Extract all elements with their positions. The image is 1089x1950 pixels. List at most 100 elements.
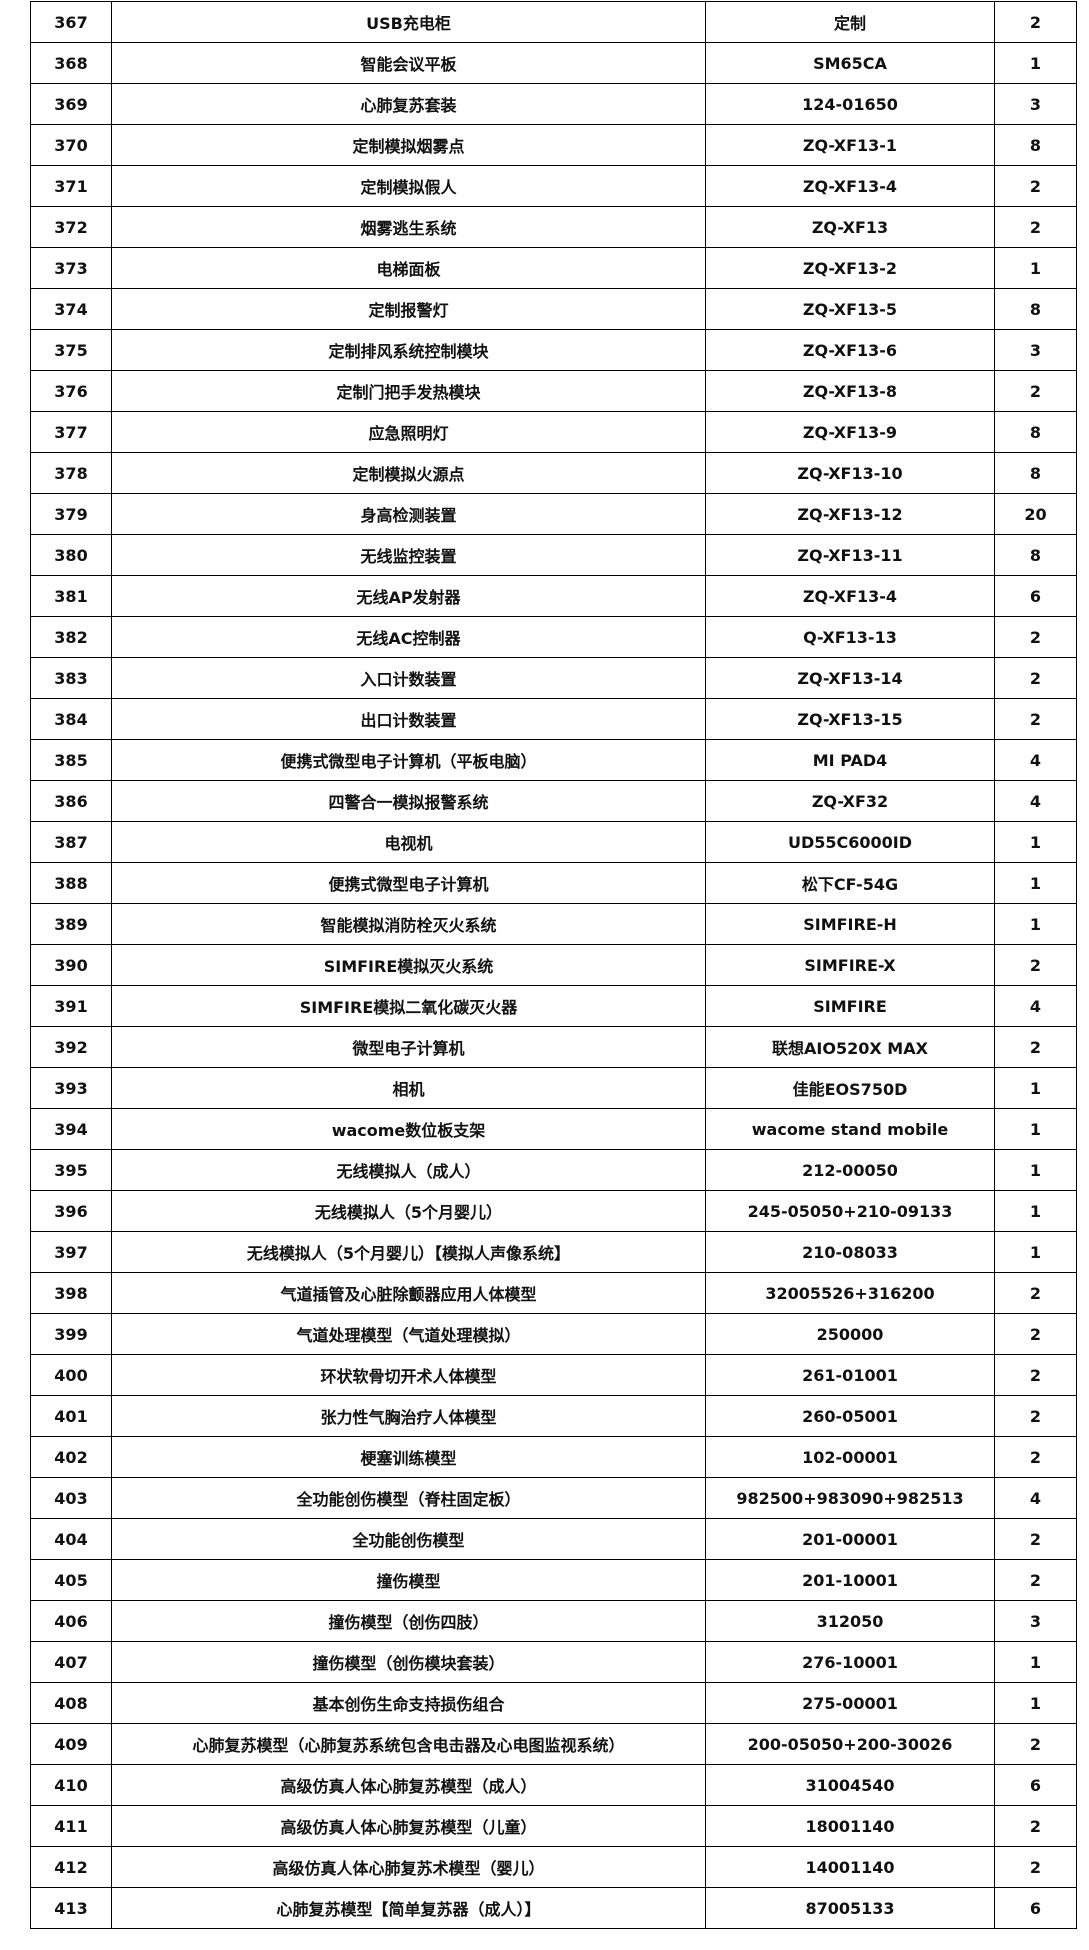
- item-name-cell: 定制模拟假人: [111, 165, 706, 207]
- quantity-cell: 1: [994, 821, 1077, 863]
- table-row: 413 心肺复苏模型【简单复苏器（成人）】 87005133 6: [30, 1887, 1077, 1929]
- table-row: 387 电视机 UD55C6000ID 1: [30, 821, 1077, 863]
- row-number-cell: 401: [30, 1395, 112, 1437]
- row-number-cell: 380: [30, 534, 112, 576]
- model-cell: 250000: [705, 1313, 995, 1355]
- model-cell: 210-08033: [705, 1231, 995, 1273]
- quantity-cell: 1: [994, 247, 1077, 289]
- model-cell: ZQ-XF13-1: [705, 124, 995, 166]
- model-cell: ZQ-XF13-14: [705, 657, 995, 699]
- table-row: 367 USB充电柜 定制 2: [30, 1, 1077, 43]
- model-cell: ZQ-XF13-12: [705, 493, 995, 535]
- quantity-cell: 2: [994, 1272, 1077, 1314]
- item-name-cell: wacome数位板支架: [111, 1108, 706, 1150]
- item-name-cell: 气道插管及心脏除颤器应用人体模型: [111, 1272, 706, 1314]
- quantity-cell: 2: [994, 616, 1077, 658]
- row-number-cell: 374: [30, 288, 112, 330]
- table-row: 376 定制门把手发热模块 ZQ-XF13-8 2: [30, 370, 1077, 412]
- item-name-cell: 便携式微型电子计算机: [111, 862, 706, 904]
- row-number-cell: 409: [30, 1723, 112, 1765]
- model-cell: 276-10001: [705, 1641, 995, 1683]
- quantity-cell: 1: [994, 903, 1077, 945]
- table-row: 409 心肺复苏模型（心肺复苏系统包含电击器及心电图监视系统） 200-05050+…: [30, 1723, 1077, 1765]
- quantity-cell: 2: [994, 1, 1077, 43]
- quantity-cell: 1: [994, 1067, 1077, 1109]
- model-cell: ZQ-XF13-4: [705, 165, 995, 207]
- row-number-cell: 393: [30, 1067, 112, 1109]
- item-name-cell: 智能会议平板: [111, 42, 706, 84]
- quantity-cell: 2: [994, 1436, 1077, 1478]
- row-number-cell: 392: [30, 1026, 112, 1068]
- item-name-cell: 环状软骨切开术人体模型: [111, 1354, 706, 1396]
- table-row: 386 四警合一模拟报警系统 ZQ-XF32 4: [30, 780, 1077, 822]
- item-name-cell: 相机: [111, 1067, 706, 1109]
- model-cell: 102-00001: [705, 1436, 995, 1478]
- row-number-cell: 410: [30, 1764, 112, 1806]
- table-row: 394 wacome数位板支架 wacome stand mobile 1: [30, 1108, 1077, 1150]
- row-number-cell: 411: [30, 1805, 112, 1847]
- table-row: 397 无线模拟人（5个月婴儿）【模拟人声像系统】 210-08033 1: [30, 1231, 1077, 1273]
- quantity-cell: 3: [994, 329, 1077, 371]
- table-row: 400 环状软骨切开术人体模型 261-01001 2: [30, 1354, 1077, 1396]
- quantity-cell: 8: [994, 288, 1077, 330]
- table-row: 393 相机 佳能EOS750D 1: [30, 1067, 1077, 1109]
- quantity-cell: 1: [994, 1231, 1077, 1273]
- item-name-cell: 定制模拟火源点: [111, 452, 706, 494]
- item-name-cell: 定制报警灯: [111, 288, 706, 330]
- table-row: 372 烟雾逃生系统 ZQ-XF13 2: [30, 206, 1077, 248]
- item-name-cell: 心肺复苏套装: [111, 83, 706, 125]
- row-number-cell: 404: [30, 1518, 112, 1560]
- row-number-cell: 381: [30, 575, 112, 617]
- table-row: 408 基本创伤生命支持损伤组合 275-00001 1: [30, 1682, 1077, 1724]
- row-number-cell: 399: [30, 1313, 112, 1355]
- row-number-cell: 407: [30, 1641, 112, 1683]
- row-number-cell: 368: [30, 42, 112, 84]
- row-number-cell: 390: [30, 944, 112, 986]
- quantity-cell: 20: [994, 493, 1077, 535]
- quantity-cell: 2: [994, 1395, 1077, 1437]
- quantity-cell: 1: [994, 1682, 1077, 1724]
- row-number-cell: 394: [30, 1108, 112, 1150]
- item-name-cell: 气道处理模型（气道处理模拟）: [111, 1313, 706, 1355]
- table-row: 412 高级仿真人体心肺复苏术模型（婴儿） 14001140 2: [30, 1846, 1077, 1888]
- table-row: 368 智能会议平板 SM65CA 1: [30, 42, 1077, 84]
- table-row: 382 无线AC控制器 Q-XF13-13 2: [30, 616, 1077, 658]
- item-name-cell: 张力性气胸治疗人体模型: [111, 1395, 706, 1437]
- quantity-cell: 3: [994, 83, 1077, 125]
- quantity-cell: 2: [994, 698, 1077, 740]
- row-number-cell: 408: [30, 1682, 112, 1724]
- model-cell: 275-00001: [705, 1682, 995, 1724]
- model-cell: ZQ-XF13: [705, 206, 995, 248]
- quantity-cell: 2: [994, 657, 1077, 699]
- item-name-cell: 撞伤模型（创伤模块套装）: [111, 1641, 706, 1683]
- row-number-cell: 396: [30, 1190, 112, 1232]
- quantity-cell: 2: [994, 1559, 1077, 1601]
- quantity-cell: 2: [994, 165, 1077, 207]
- table-row: 371 定制模拟假人 ZQ-XF13-4 2: [30, 165, 1077, 207]
- table-row: 370 定制模拟烟雾点 ZQ-XF13-1 8: [30, 124, 1077, 166]
- row-number-cell: 405: [30, 1559, 112, 1601]
- item-name-cell: 电梯面板: [111, 247, 706, 289]
- model-cell: ZQ-XF13-4: [705, 575, 995, 617]
- model-cell: 定制: [705, 1, 995, 43]
- model-cell: wacome stand mobile: [705, 1108, 995, 1150]
- quantity-cell: 1: [994, 1149, 1077, 1191]
- table-row: 402 梗塞训练模型 102-00001 2: [30, 1436, 1077, 1478]
- quantity-cell: 1: [994, 862, 1077, 904]
- item-name-cell: 身高检测装置: [111, 493, 706, 535]
- model-cell: ZQ-XF13-10: [705, 452, 995, 494]
- item-name-cell: 无线模拟人（5个月婴儿）【模拟人声像系统】: [111, 1231, 706, 1273]
- model-cell: 312050: [705, 1600, 995, 1642]
- row-number-cell: 398: [30, 1272, 112, 1314]
- item-name-cell: 烟雾逃生系统: [111, 206, 706, 248]
- quantity-cell: 2: [994, 1805, 1077, 1847]
- quantity-cell: 2: [994, 1313, 1077, 1355]
- model-cell: UD55C6000ID: [705, 821, 995, 863]
- item-name-cell: 智能模拟消防栓灭火系统: [111, 903, 706, 945]
- model-cell: 联想AIO520X MAX: [705, 1026, 995, 1068]
- table-body: 367 USB充电柜 定制 2 368 智能会议平板 SM65CA 1 369 心肺复苏套装 124…: [30, 1, 1077, 1929]
- table-row: 404 全功能创伤模型 201-00001 2: [30, 1518, 1077, 1560]
- row-number-cell: 387: [30, 821, 112, 863]
- row-number-cell: 372: [30, 206, 112, 248]
- model-cell: 124-01650: [705, 83, 995, 125]
